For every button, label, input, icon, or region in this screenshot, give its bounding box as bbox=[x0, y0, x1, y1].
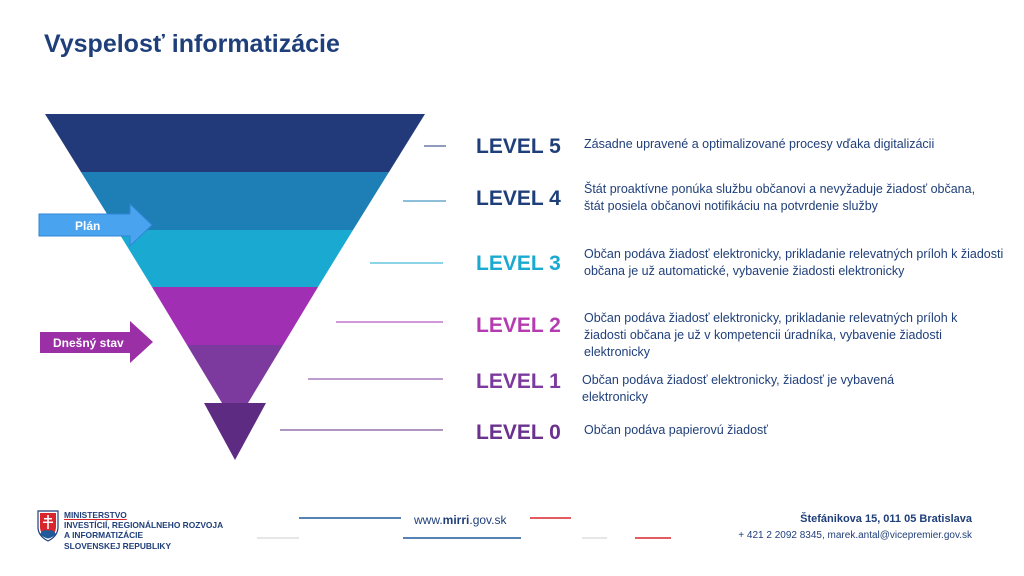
funnel-band-level4 bbox=[81, 172, 389, 230]
level-0-description: Občan podáva papierovú žiadosť bbox=[584, 423, 768, 437]
ministry-line: INVESTÍCIÍ, REGIONÁLNEHO ROZVOJA bbox=[64, 520, 224, 531]
footer-contact: + 421 2 2092 8345, marek.antal@vicepremi… bbox=[738, 530, 972, 541]
website-domain: mirri bbox=[442, 513, 470, 527]
level-4-description: Štát proaktívne ponúka službu občanovi a… bbox=[584, 182, 976, 213]
slovak-coat-of-arms-icon bbox=[37, 510, 59, 542]
ministry-line: SLOVENSKEJ REPUBLIKY bbox=[64, 540, 172, 551]
page-title: Vyspelosť informatizácie bbox=[44, 30, 340, 58]
funnel-band-level5 bbox=[45, 114, 425, 172]
funnel-band-level0 bbox=[204, 403, 266, 460]
ministry-line: A INFORMATIZÁCIE bbox=[64, 530, 144, 541]
website-prefix: www. bbox=[414, 513, 443, 527]
funnel-band-level2 bbox=[152, 287, 318, 345]
today-arrow bbox=[40, 321, 153, 363]
level-4-label: LEVEL 4 bbox=[476, 187, 561, 210]
level-3-label: LEVEL 3 bbox=[476, 252, 561, 275]
ministry-name: MINISTERSTVO INVESTÍCIÍ, REGIONÁLNEHO RO… bbox=[64, 510, 223, 551]
funnel-band-level1 bbox=[187, 345, 283, 403]
today-arrow-label: Dnešný stav bbox=[53, 336, 124, 350]
website-link[interactable]: www.mirri.gov.sk bbox=[414, 513, 506, 527]
plan-arrow-label: Plán bbox=[75, 219, 101, 233]
footer-address: Štefánikova 15, 011 05 Bratislava bbox=[800, 513, 972, 525]
level-0-label: LEVEL 0 bbox=[476, 421, 561, 444]
plan-arrow bbox=[38, 202, 153, 248]
level-1-label: LEVEL 1 bbox=[476, 370, 561, 393]
level-3-description: Občan podáva žiadosť elektronicky, prikl… bbox=[584, 247, 1004, 278]
ministry-line: MINISTERSTVO bbox=[64, 510, 127, 520]
funnel-band-level3 bbox=[117, 230, 353, 287]
website-suffix: .gov.sk bbox=[469, 513, 507, 527]
level-5-label: LEVEL 5 bbox=[476, 135, 561, 158]
level-2-description: Občan podáva žiadosť elektronicky, prikl… bbox=[584, 311, 958, 359]
level-1-description: Občan podáva žiadosť elektronicky, žiado… bbox=[582, 373, 895, 404]
level-2-label: LEVEL 2 bbox=[476, 314, 561, 337]
level-5-description: Zásadne upravené a optimalizované proces… bbox=[584, 137, 935, 151]
